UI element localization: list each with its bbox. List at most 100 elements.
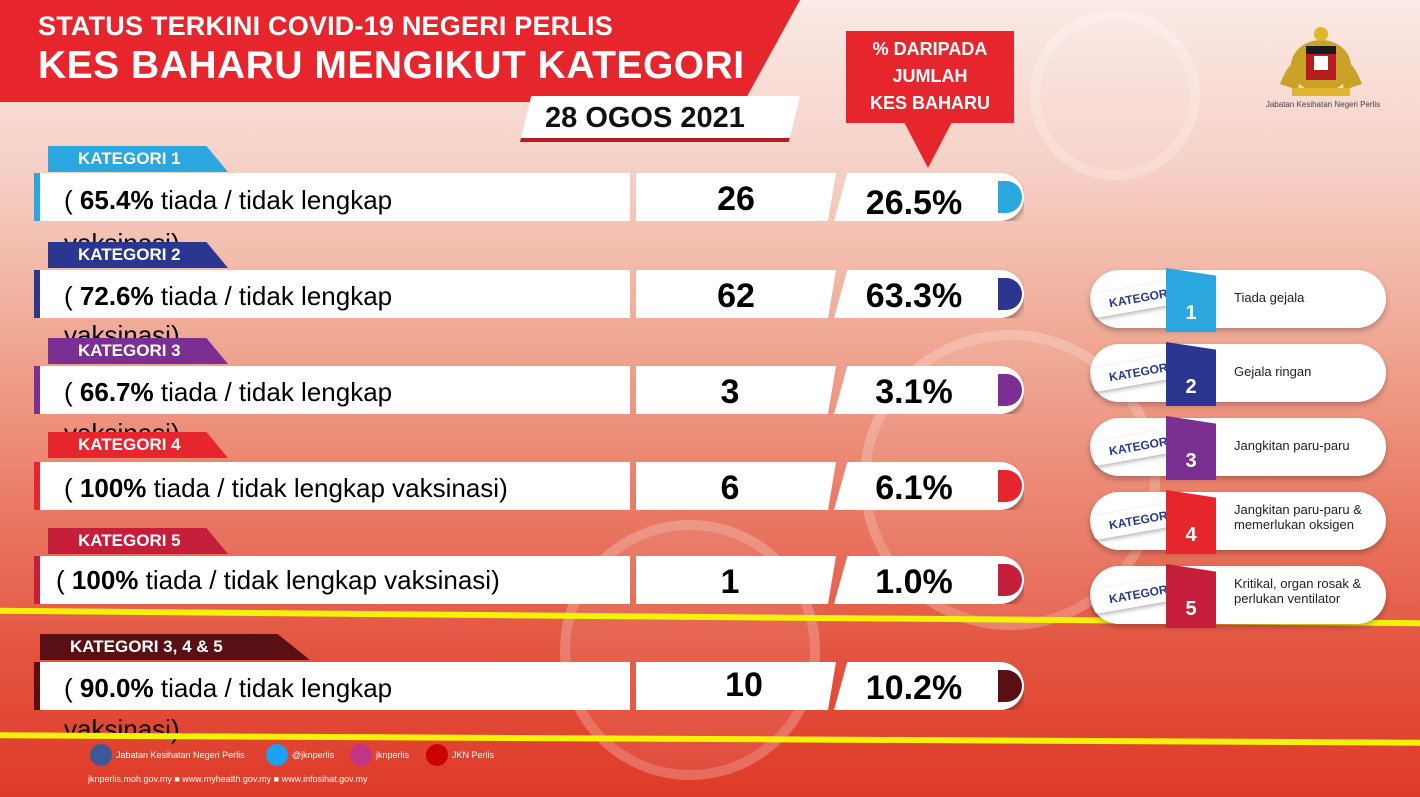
pct-label-line: JUMLAH: [892, 66, 968, 86]
header-banner: [0, 0, 800, 102]
open-paren: (: [56, 565, 65, 595]
footer-instagram[interactable]: jknperlis: [350, 744, 409, 766]
category-tag: KATEGORI 3, 4 & 5: [40, 634, 310, 660]
footer-links[interactable]: jknperlis.moh.gov.my ■ www.myhealth.gov.…: [88, 774, 368, 784]
down-arrow-icon: [904, 122, 952, 168]
instagram-label: jknperlis: [376, 750, 410, 760]
close-paren: ): [491, 565, 500, 595]
logo-caption: Jabatan Kesihatan Negeri Perlis: [1265, 100, 1381, 109]
vax-pct: 100%: [71, 565, 139, 595]
desc-mid: tiada / tidak lengkap: [153, 185, 393, 215]
vax-pct: 65.4%: [79, 185, 154, 215]
case-share: 6.1%: [875, 469, 953, 507]
open-paren: (: [64, 185, 73, 215]
case-count: 26: [717, 180, 755, 218]
virus-decoration-icon: [1030, 10, 1200, 180]
row-share-bar: [834, 462, 1024, 510]
case-share: 3.1%: [875, 373, 953, 411]
case-count: 1: [720, 563, 740, 601]
row-description-bar: [34, 173, 630, 221]
case-share: 26.5%: [865, 184, 963, 222]
row-description: ( 100% tiada / tidak lengkap vaksinasi): [64, 466, 508, 510]
open-paren: (: [64, 473, 73, 503]
legend-text: Jangkitan paru-paru & memerlukan oksigen: [1234, 502, 1362, 532]
instagram-icon: [350, 744, 372, 766]
report-date: 28 OGOS 2021: [545, 102, 745, 134]
row-description: ( 66.7% tiada / tidak lengkap: [64, 370, 392, 414]
open-paren: (: [64, 281, 73, 311]
case-share: 63.3%: [865, 277, 963, 315]
row-description: ( 100% tiada / tidak lengkap vaksinasi): [56, 558, 500, 602]
category-tag: KATEGORI 1: [48, 146, 228, 172]
row-share-bar: [834, 556, 1024, 604]
close-paren: ): [499, 473, 508, 503]
youtube-label: JKN Perlis: [452, 750, 495, 760]
category-tag: KATEGORI 5: [48, 528, 228, 554]
case-count: 3: [720, 373, 740, 411]
legend-badge: 2: [1166, 342, 1216, 406]
case-count: 62: [717, 277, 755, 315]
row-count-bar: [636, 462, 836, 510]
date-box: [520, 96, 800, 142]
legend-badge: 5: [1166, 564, 1216, 628]
row-description-bar: [34, 556, 630, 604]
twitter-label: @jknperlis: [292, 750, 335, 760]
category-tag: KATEGORI 3: [48, 338, 228, 364]
legend-badge: 1: [1166, 268, 1216, 332]
title-line-2: KES BAHARU MENGIKUT KATEGORI: [38, 44, 745, 87]
case-share: 10.2%: [865, 669, 963, 707]
row-share-bar: [834, 366, 1024, 414]
desc-wrap: vaksinasi: [64, 714, 171, 744]
case-count: 6: [720, 469, 740, 507]
row-description-bar: [34, 366, 630, 414]
pct-label-line: KES BAHARU: [869, 93, 990, 113]
vax-pct: 66.7%: [79, 377, 154, 407]
legend-text: Kritikal, organ rosak & perlukan ventila…: [1234, 576, 1362, 606]
vax-pct: 90.0%: [79, 673, 154, 703]
row-description-bar: [34, 462, 630, 510]
row-description: ( 90.0% tiada / tidak lengkap: [64, 666, 392, 710]
row-share-bar: [834, 662, 1024, 710]
legend-text: Tiada gejala: [1234, 290, 1305, 305]
desc-mid: tiada / tidak lengkap: [153, 377, 393, 407]
row-count-bar: [636, 556, 836, 604]
open-paren: (: [64, 673, 73, 703]
facebook-icon: [90, 744, 112, 766]
row-description-wrap: vaksinasi): [64, 714, 180, 745]
open-paren: (: [64, 377, 73, 407]
vax-pct: 72.6%: [79, 281, 154, 311]
close-paren: ): [170, 320, 180, 350]
footer-facebook[interactable]: Jabatan Kesihatan Negeri Perlis: [90, 744, 245, 766]
desc-mid: tiada / tidak lengkap vaksinasi: [138, 565, 492, 595]
row-share-bar: [834, 270, 1024, 318]
desc-mid: tiada / tidak lengkap vaksinasi: [146, 473, 500, 503]
percent-of-new-cases-label: % DARIPADA JUMLAH KES BAHARU: [846, 31, 1014, 123]
row-count-bar: [636, 366, 836, 414]
footer-twitter[interactable]: @jknperlis: [266, 744, 334, 766]
facebook-label: Jabatan Kesihatan Negeri Perlis: [116, 750, 245, 760]
desc-mid: tiada / tidak lengkap: [153, 281, 393, 311]
desc-mid: tiada / tidak lengkap: [153, 673, 393, 703]
legend-text: Gejala ringan: [1234, 364, 1312, 379]
case-share: 1.0%: [875, 563, 953, 601]
category-tag: KATEGORI 4: [48, 432, 228, 458]
case-count: 10: [725, 666, 763, 704]
coat-of-arms-logo: [1280, 27, 1362, 96]
pct-label-line: % DARIPADA: [872, 39, 988, 59]
twitter-icon: [266, 744, 288, 766]
row-share-bar: [834, 173, 1024, 221]
row-count-bar: [636, 662, 836, 710]
vax-pct: 100%: [79, 473, 147, 503]
row-description: ( 72.6% tiada / tidak lengkap: [64, 274, 392, 318]
row-count-bar: [636, 270, 836, 318]
legend-badge: 3: [1166, 416, 1216, 480]
youtube-icon: [426, 744, 448, 766]
title-line-1: STATUS TERKINI COVID-19 NEGERI PERLIS: [38, 11, 613, 41]
legend-text: Jangkitan paru-paru: [1234, 438, 1350, 453]
close-paren: ): [170, 714, 180, 744]
row-count-bar: [636, 173, 836, 221]
legend-badge: 4: [1166, 490, 1216, 554]
row-description: ( 65.4% tiada / tidak lengkap: [64, 178, 392, 222]
footer-youtube[interactable]: JKN Perlis: [426, 744, 494, 766]
row-description-bar: [34, 662, 630, 710]
